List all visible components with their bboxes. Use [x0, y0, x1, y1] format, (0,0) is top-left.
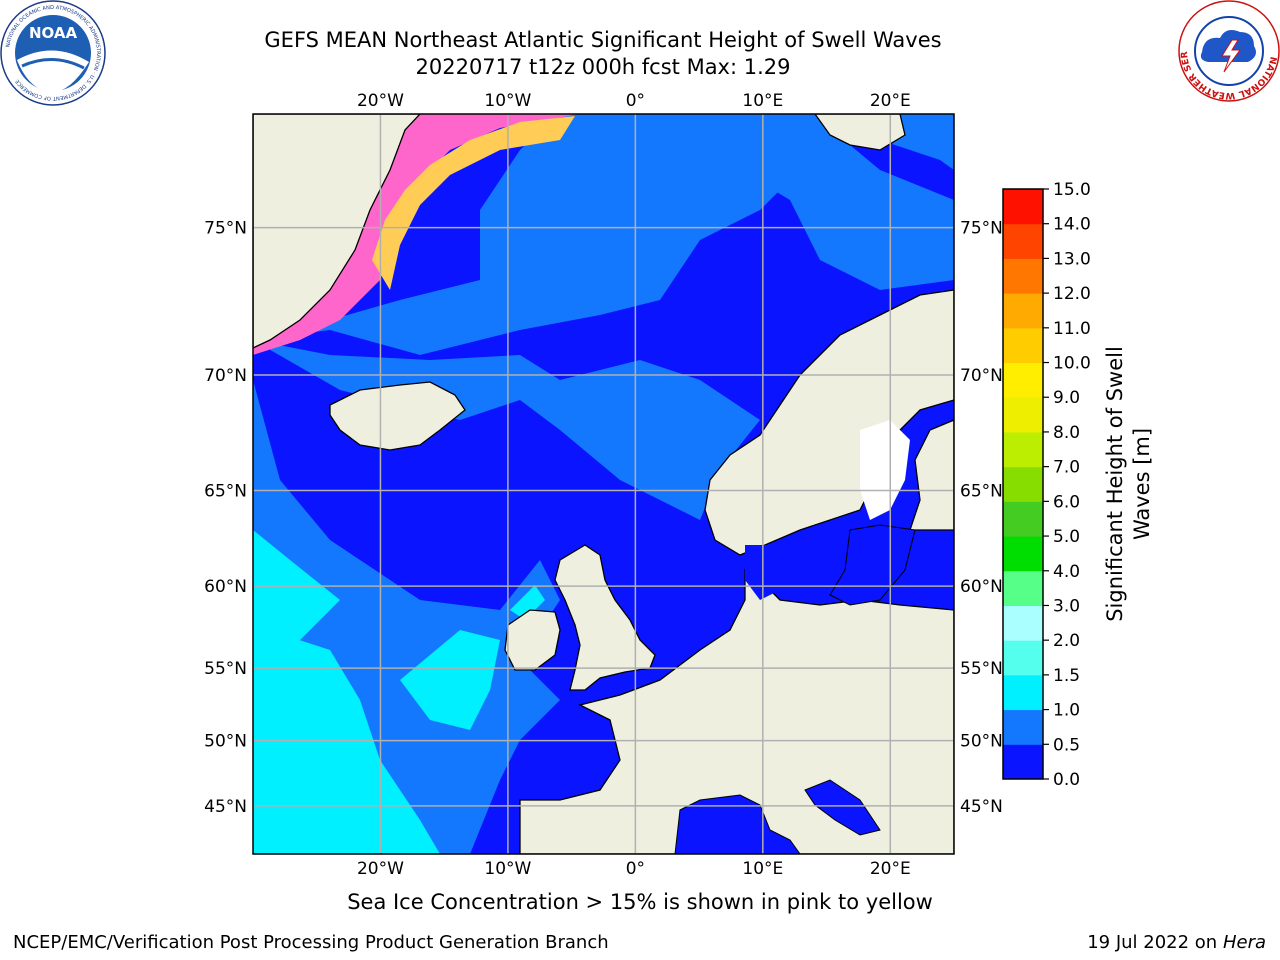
sea-ice-band — [253, 114, 580, 355]
colorbar-swatch — [1003, 397, 1043, 433]
lat-label-left: 75°N — [204, 219, 247, 239]
lat-label-left: 50°N — [204, 732, 247, 752]
lat-label-right: 75°N — [960, 219, 1003, 239]
great-britain — [554, 544, 656, 691]
lat-label-right: 60°N — [960, 577, 1003, 597]
continental-europe — [519, 568, 954, 854]
lat-label-right: 65°N — [960, 481, 1003, 501]
swell-zone-1.0-1.5 — [253, 530, 340, 650]
mediterranean-sea — [674, 794, 801, 854]
footer-branch: NCEP/EMC/Verification Post Processing Pr… — [13, 932, 609, 953]
sea-ice-edge — [372, 116, 575, 290]
colorbar-tick-label: 0.0 — [1053, 770, 1080, 790]
map-frame — [252, 113, 955, 855]
colorbar-frame — [1002, 188, 1044, 780]
lon-label-bottom: 10°E — [742, 859, 783, 879]
colorbar-swatch — [1003, 709, 1043, 745]
lon-label-bottom: 20°W — [357, 859, 404, 879]
axis-labels: 20°W 20°W 10°W 10°W 0° 0° 10°E 10°E 20°E 20°E 45°N… — [204, 91, 1003, 879]
footer-host: Hera — [1222, 932, 1266, 953]
colorbar-swatch — [1003, 431, 1043, 468]
colorbar-swatch — [1003, 605, 1043, 641]
colorbar-tick-label: 13.0 — [1053, 249, 1091, 269]
lon-label-bottom: 10°W — [484, 859, 531, 879]
lat-label-right: 70°N — [960, 366, 1003, 386]
colorbar-label-line2: Waves [m] — [1130, 428, 1154, 540]
map-subtitle: 20220717 t12z 000h fcst Max: 1.29 — [415, 55, 791, 79]
colorbar-tick-label: 8.0 — [1053, 423, 1080, 443]
colorbar-swatch — [1003, 640, 1043, 676]
colorbar-swatch — [1003, 674, 1043, 711]
lat-label-right: 55°N — [960, 659, 1003, 679]
baltic-sea — [829, 524, 916, 606]
colorbar-tick-label: 5.0 — [1053, 527, 1080, 547]
noaa-logo: NOAA NATIONAL OCEANIC AND ATMOSPHERIC AD… — [0, 0, 106, 106]
lat-label-right: 50°N — [960, 732, 1003, 752]
noaa-logo-text: NOAA — [29, 24, 78, 42]
colorbar-swatch — [1003, 744, 1043, 780]
nws-logo: NATIONAL WEATHER SERVICE — [1178, 0, 1280, 102]
colorbar-tick-label: 10.0 — [1053, 354, 1091, 374]
lon-label-top: 10°E — [742, 91, 783, 111]
lon-label-top: 20°W — [357, 91, 404, 111]
land-masses — [253, 114, 954, 854]
adriatic-sea — [804, 779, 881, 836]
map-plot-area — [253, 114, 954, 854]
colorbar-tick-label: 1.0 — [1053, 701, 1080, 721]
swell-zone-1.0-1.5 — [400, 630, 500, 730]
lat-label-left: 65°N — [204, 481, 247, 501]
scandinavia-east — [909, 419, 954, 531]
colorbar-swatch — [1003, 466, 1043, 502]
lat-label-left: 60°N — [204, 577, 247, 597]
colorbar-tick-label: 6.0 — [1053, 492, 1080, 512]
sea-ice-note: Sea Ice Concentration > 15% is shown in … — [347, 890, 933, 914]
colorbar-swatch — [1003, 189, 1043, 225]
map-title: GEFS MEAN Northeast Atlantic Significant… — [264, 28, 942, 52]
colorbar-tick-label: 3.0 — [1053, 596, 1080, 616]
greenland — [253, 114, 421, 349]
lat-label-left: 45°N — [204, 797, 247, 817]
graticule — [253, 114, 954, 854]
lon-label-top: 20°E — [870, 91, 911, 111]
colorbar-swatch — [1003, 293, 1043, 329]
colorbar: 0.0 0.5 1.0 1.5 2.0 3.0 4.0 5.0 6.0 7.0 8.0 9.0 10.0… — [1003, 180, 1091, 790]
lat-label-right: 45°N — [960, 797, 1003, 817]
iceland — [329, 381, 466, 451]
lat-label-left: 55°N — [204, 659, 247, 679]
colorbar-tick-label: 12.0 — [1053, 284, 1091, 304]
colorbar-tick-label: 2.0 — [1053, 631, 1080, 651]
footer-date-text: 19 Jul 2022 on — [1087, 932, 1223, 953]
colorbar-label: Significant Height of Swell Waves [m] — [1103, 346, 1154, 622]
colorbar-swatch — [1003, 501, 1043, 537]
colorbar-swatch — [1003, 327, 1043, 364]
lon-label-top: 10°W — [484, 91, 531, 111]
colorbar-tick-label: 11.0 — [1053, 319, 1091, 339]
lat-label-left: 70°N — [204, 366, 247, 386]
swell-zone-1.0-1.5 — [253, 625, 440, 854]
colorbar-swatch — [1003, 536, 1043, 572]
baltic-no-data — [860, 420, 910, 520]
lon-label-bottom: 20°E — [870, 859, 911, 879]
colorbar-swatch — [1003, 362, 1043, 398]
swell-zone-0.5-1.0 — [720, 120, 954, 290]
colorbar-swatch — [1003, 570, 1043, 606]
swell-zone-1.0-1.5 — [510, 585, 545, 620]
colorbar-tick-label: 9.0 — [1053, 388, 1080, 408]
colorbar-tick-label: 0.5 — [1053, 735, 1080, 755]
colorbar-tick-label: 4.0 — [1053, 562, 1080, 582]
colorbar-tick-label: 15.0 — [1053, 180, 1091, 200]
colorbar-tick-label: 14.0 — [1053, 215, 1091, 235]
colorbar-label-line1: Significant Height of Swell — [1103, 346, 1127, 622]
svalbard — [814, 114, 906, 151]
lon-label-bottom: 0° — [626, 859, 645, 879]
colorbar-tick-label: 1.5 — [1053, 666, 1080, 686]
footer-date: 19 Jul 2022 on Hera — [1087, 932, 1266, 953]
lon-label-top: 0° — [626, 91, 645, 111]
colorbar-tick-label: 7.0 — [1053, 458, 1080, 478]
colorbar-swatch — [1003, 223, 1043, 259]
colorbar-swatch — [1003, 258, 1043, 294]
